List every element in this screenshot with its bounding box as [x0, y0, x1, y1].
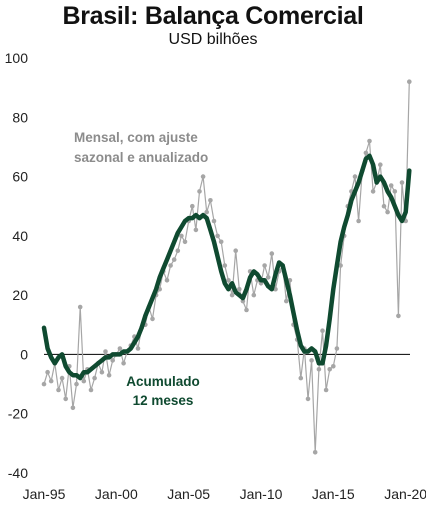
monthly-point [320, 328, 325, 334]
monthly-point [92, 375, 97, 381]
monthly-point [323, 387, 329, 393]
monthly-point [204, 209, 209, 215]
monthly-point [269, 251, 275, 256]
monthly-point [74, 381, 79, 387]
monthly-point [171, 257, 177, 262]
monthly-point [331, 364, 336, 369]
monthly-point [182, 239, 188, 245]
monthly-point [407, 79, 412, 84]
monthly-point [356, 218, 361, 224]
monthly-point [88, 387, 94, 393]
y-tick-label: 60 [12, 169, 28, 185]
monthly-point [367, 138, 372, 144]
monthly-point [327, 367, 333, 372]
x-tick-label: Jan-15 [312, 486, 355, 502]
chart-subtitle: USD bilhões [168, 31, 258, 48]
monthly-point [312, 450, 318, 455]
monthly-point [352, 174, 358, 179]
y-tick-label: 100 [5, 50, 29, 66]
monthly-point [193, 227, 199, 233]
x-tick-label: Jan-05 [167, 486, 210, 502]
monthly-annotation-line2: sazonal e anualizado [74, 150, 208, 165]
monthly-point [208, 198, 213, 203]
x-tick-label: Jan-10 [240, 486, 283, 502]
monthly-point [197, 189, 202, 194]
cumulative-annotation-line1: Acumulado [126, 374, 200, 389]
monthly-point [370, 189, 376, 194]
x-tick-label: Jan-95 [23, 486, 66, 502]
y-axis-ticks: -40 -20 0 20 40 60 80 100 [5, 50, 29, 481]
y-tick-label: -20 [8, 406, 28, 422]
chart-title: Brasil: Balança Comercial [62, 2, 364, 30]
x-tick-label: Jan-00 [95, 486, 138, 502]
x-tick-label: Jan-20 [384, 486, 426, 502]
y-tick-label: 40 [12, 228, 28, 244]
monthly-point [48, 378, 54, 384]
monthly-annotation-line1: Mensal, com ajuste [74, 130, 198, 145]
monthly-point [244, 307, 249, 313]
monthly-point [378, 162, 383, 167]
monthly-point [59, 375, 65, 381]
monthly-point [265, 275, 271, 280]
monthly-point [103, 349, 108, 354]
monthly-point [150, 316, 155, 322]
monthly-point [334, 346, 340, 351]
monthly-point [45, 369, 50, 375]
y-tick-label: 20 [12, 287, 28, 303]
cumulative-series [41, 153, 412, 381]
x-axis-ticks: Jan-95 Jan-00 Jan-05 Jan-10 Jan-15 Jan-20 [23, 486, 426, 502]
monthly-point [396, 313, 401, 319]
cumulative-series-line [41, 153, 412, 381]
monthly-point [388, 183, 394, 188]
monthly-point [237, 286, 242, 292]
monthly-point [222, 263, 228, 268]
monthly-point [110, 358, 115, 363]
monthly-point [168, 263, 173, 268]
monthly-point [117, 346, 123, 351]
monthly-point [309, 358, 314, 363]
monthly-point [164, 278, 170, 283]
monthly-point [175, 248, 181, 253]
monthly-point [135, 346, 141, 351]
monthly-point [381, 203, 387, 209]
monthly-point [262, 263, 267, 268]
monthly-point [56, 387, 61, 393]
monthly-point [215, 233, 220, 239]
monthly-point [399, 180, 405, 185]
monthly-point [251, 292, 257, 298]
monthly-point [81, 378, 87, 384]
monthly-point [284, 298, 289, 304]
monthly-point [99, 369, 105, 375]
y-tick-label: -40 [8, 465, 28, 481]
monthly-point [229, 292, 235, 298]
monthly-point [305, 396, 311, 402]
monthly-point [226, 278, 231, 283]
monthly-point [70, 405, 76, 411]
monthly-point [41, 381, 47, 387]
y-tick-label: 80 [12, 109, 28, 125]
monthly-point [363, 150, 369, 156]
monthly-point [190, 203, 195, 209]
monthly-point [179, 233, 184, 239]
monthly-point [218, 239, 224, 245]
monthly-point [233, 248, 238, 253]
monthly-point [211, 218, 217, 224]
cumulative-annotation-line2: 12 meses [133, 393, 194, 408]
monthly-point [298, 375, 304, 381]
monthly-point [121, 361, 126, 366]
monthly-point [63, 396, 68, 402]
monthly-point [77, 304, 83, 310]
monthly-point [106, 372, 112, 378]
monthly-point [392, 189, 398, 194]
y-tick-label: 0 [20, 346, 28, 362]
monthly-point [385, 209, 390, 215]
monthly-point [316, 367, 322, 372]
monthly-point [200, 174, 206, 179]
monthly-point [338, 263, 343, 268]
